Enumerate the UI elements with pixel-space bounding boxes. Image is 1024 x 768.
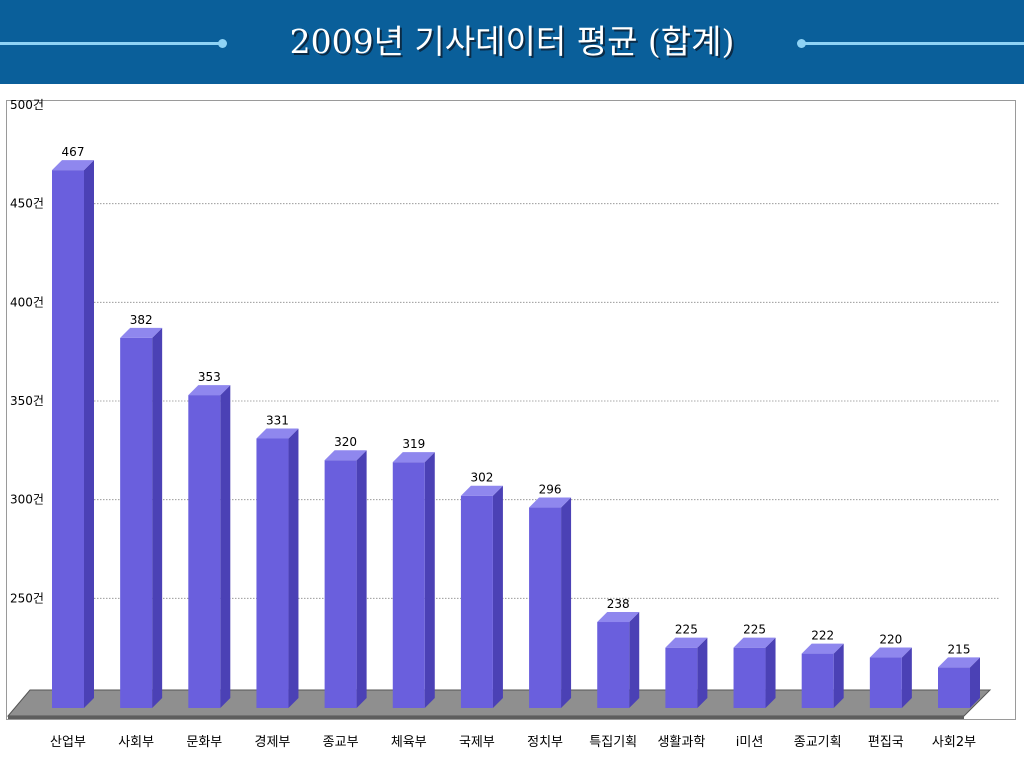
bar xyxy=(324,460,357,708)
bar-side xyxy=(424,452,435,708)
bar-top xyxy=(188,385,231,396)
data-label: 302 xyxy=(470,471,493,485)
x-tick-label: 정치부 xyxy=(527,735,563,750)
y-tick-label: 500건 xyxy=(10,98,44,112)
x-tick-label: 경제부 xyxy=(255,735,291,750)
bar xyxy=(188,395,221,708)
bar-top xyxy=(665,637,708,648)
x-tick-label: 편집국 xyxy=(868,735,904,750)
data-label: 225 xyxy=(743,623,766,637)
x-tick-label: 국제부 xyxy=(459,735,495,750)
bar-top xyxy=(392,452,435,463)
bar xyxy=(120,337,153,708)
y-tick-label: 450건 xyxy=(10,197,44,211)
bar xyxy=(938,667,970,708)
bar xyxy=(460,495,493,708)
y-tick-label: 300건 xyxy=(10,493,44,507)
bar xyxy=(392,462,425,708)
bar xyxy=(733,647,766,708)
x-tick-label: 사회부 xyxy=(118,735,154,750)
bar-side xyxy=(561,497,572,708)
data-label: 238 xyxy=(607,597,630,611)
bar-side xyxy=(492,485,503,708)
bar xyxy=(801,653,834,708)
bar-side xyxy=(970,657,980,708)
data-label: 222 xyxy=(811,629,834,643)
bar xyxy=(52,170,84,708)
bar-top xyxy=(938,657,980,668)
bar-top xyxy=(801,643,844,654)
bar-top xyxy=(460,485,503,496)
bar-side xyxy=(629,612,640,708)
bar-top xyxy=(529,497,572,508)
x-tick-label: 체육부 xyxy=(391,735,427,750)
data-label: 225 xyxy=(675,623,698,637)
data-label: 331 xyxy=(266,413,289,427)
bar-side xyxy=(833,643,844,708)
data-label: 220 xyxy=(879,633,902,647)
header-rule-left-dot xyxy=(218,39,227,48)
x-tick-label: 특집기획 xyxy=(589,735,637,750)
data-label: 382 xyxy=(130,313,153,327)
chart-frame xyxy=(6,100,1016,720)
bar-side xyxy=(697,637,708,708)
x-tick-label: 생활과학 xyxy=(657,735,705,750)
header-rule-right xyxy=(802,42,1024,45)
title-bar: 2009년 기사데이터 평균 (합계) xyxy=(0,0,1024,84)
data-label: 215 xyxy=(948,642,971,656)
y-tick-label: 400건 xyxy=(10,295,44,309)
x-tick-label: 종교부 xyxy=(323,735,359,750)
bar-top xyxy=(256,428,299,439)
bar-top xyxy=(52,160,94,171)
bar xyxy=(529,507,562,708)
bar-top xyxy=(597,612,640,623)
bar-side xyxy=(765,637,776,708)
header-rule-left xyxy=(0,42,222,45)
data-label: 319 xyxy=(402,437,425,451)
x-tick-label: 사회2부 xyxy=(932,735,976,750)
header-rule-right-dot xyxy=(797,39,806,48)
bar xyxy=(597,622,630,708)
bar-side xyxy=(901,647,912,708)
bar xyxy=(256,438,289,708)
bar-top xyxy=(733,637,776,648)
x-tick-label: 산업부 xyxy=(50,735,86,750)
bar xyxy=(869,657,902,708)
x-tick-label: 종교기획 xyxy=(794,735,842,750)
y-tick-label: 350건 xyxy=(10,394,44,408)
bar-side xyxy=(288,428,299,708)
data-label: 320 xyxy=(334,435,357,449)
bar-side xyxy=(152,327,163,708)
x-tick-label: 문화부 xyxy=(186,735,222,750)
bar-side xyxy=(356,450,367,708)
bar xyxy=(665,647,698,708)
bar-top xyxy=(324,450,367,461)
data-label: 467 xyxy=(62,145,85,159)
y-tick-label: 250건 xyxy=(10,591,44,605)
bar-top xyxy=(120,327,163,338)
bar-side xyxy=(84,160,94,708)
x-tick-label: i미션 xyxy=(736,735,764,750)
data-label: 353 xyxy=(198,370,221,384)
page-title: 2009년 기사데이터 평균 (합계) xyxy=(289,22,735,61)
chart-floor-edge xyxy=(8,716,964,719)
data-label: 296 xyxy=(539,483,562,497)
bar-top xyxy=(869,647,912,658)
bar-side xyxy=(220,385,231,708)
